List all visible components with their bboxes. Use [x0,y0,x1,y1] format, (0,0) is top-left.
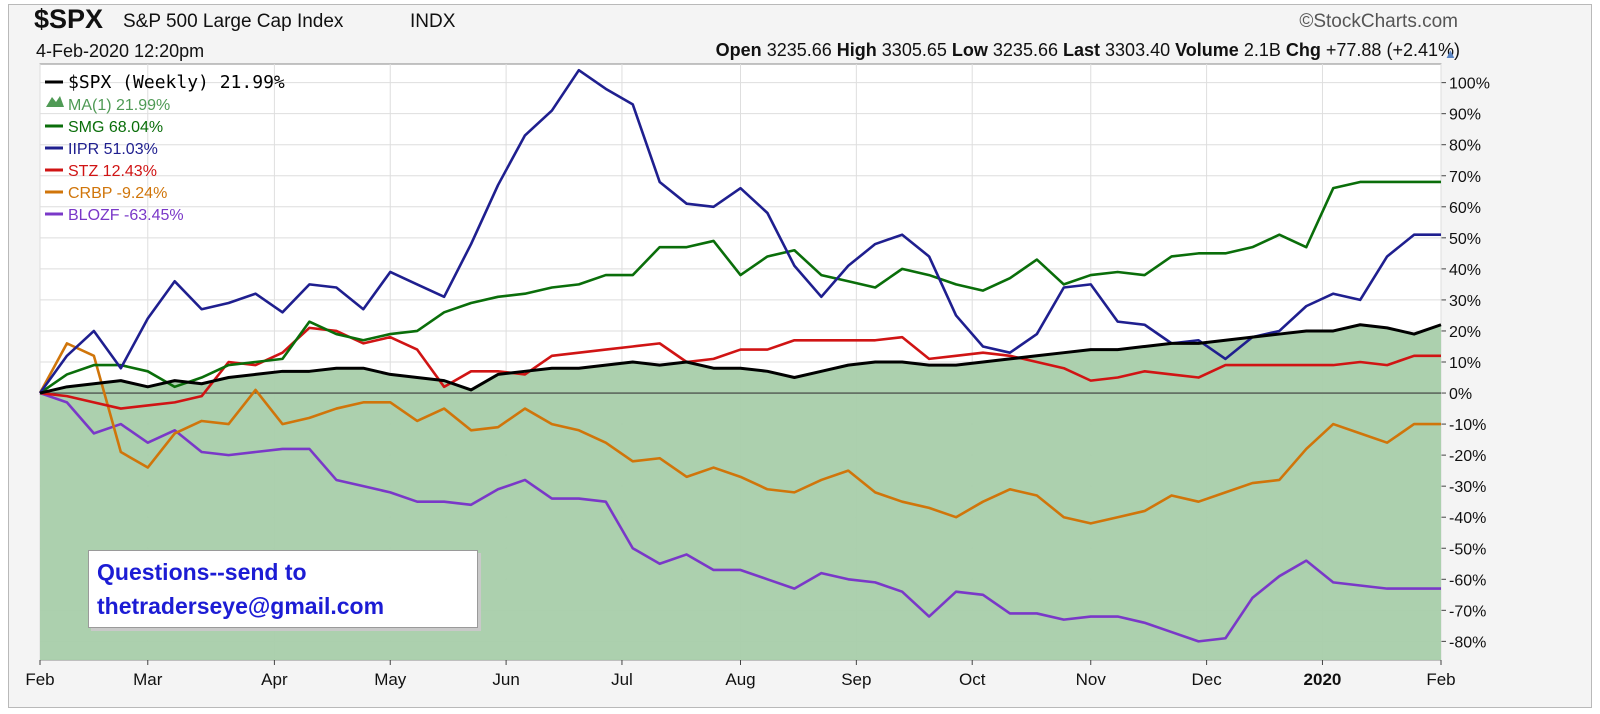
y-tick-label: 80% [1449,138,1481,155]
volume-label: Volume [1175,40,1239,60]
x-tick-label: 2020 [1304,670,1342,689]
y-tick-label: 90% [1449,107,1481,124]
legend-entry: CRBP -9.24% [68,185,167,202]
x-tick-label: Feb [1426,670,1455,689]
y-tick-label: 10% [1449,355,1481,372]
note-email: thetraderseye@gmail.com [97,593,385,619]
x-tick-label: Jul [611,670,633,689]
y-tick-label: 40% [1449,262,1481,279]
y-tick-label: -30% [1449,479,1486,496]
x-tick-label: Nov [1076,670,1107,689]
y-tick-label: 100% [1449,76,1490,93]
legend-entry: BLOZF -63.45% [68,207,184,224]
legend-entry: $SPX (Weekly) 21.99% [68,72,285,93]
series-line-crbp [38,342,1441,525]
x-tick-label: Feb [25,670,54,689]
note-line-1: Questions--send to [97,559,307,585]
exchange-label: INDX [410,11,456,32]
y-tick-label: -70% [1449,603,1486,620]
y-tick-label: 0% [1449,386,1472,403]
y-tick-label: -80% [1449,634,1486,651]
contact-note: Questions--send to thetraderseye@gmail.c… [88,550,478,628]
legend-entry: IIPR 51.03% [68,141,158,158]
legend-entry: SMG 68.04% [68,119,163,136]
x-tick-label: Jun [492,670,519,689]
high-label: High [836,40,877,60]
x-tick-label: Dec [1191,670,1222,689]
y-tick-label: 20% [1449,324,1481,341]
series-line-blozf [39,391,1441,643]
x-tick-label: Mar [133,670,163,689]
change-label: Chg [1285,40,1321,60]
x-tick-label: May [374,670,407,689]
series-line-spx-weekly [39,323,1442,395]
last-label: Last [1063,40,1101,60]
last-value: 3303.40 [1105,40,1171,60]
up-arrow-icon: ▲ [1444,46,1457,61]
x-tick-label: Oct [959,670,986,689]
y-tick-label: 60% [1449,200,1481,217]
y-tick-label: 70% [1449,169,1481,186]
low-value: 3235.66 [992,40,1058,60]
y-tick-label: 50% [1449,231,1481,248]
y-tick-label: -20% [1449,448,1486,465]
quote-date: 4-Feb-2020 12:20pm [36,41,205,61]
index-name: S&P 500 Large Cap Index [123,11,344,32]
quote-bar: Open 3235.66 High 3305.65 Low 3235.66 La… [716,40,1460,61]
y-tick-label: -10% [1449,417,1486,434]
low-label: Low [951,40,988,60]
y-tick-label: -60% [1449,572,1486,589]
ticker-symbol: $SPX [34,4,104,34]
y-tick-label: -40% [1449,510,1486,527]
x-tick-label: Sep [841,670,871,689]
legend-entry: MA(1) 21.99% [68,97,170,114]
change-value: +77.88 (+2.41%) [1325,40,1460,60]
open-label: Open [715,40,762,60]
legend-entry: STZ 12.43% [68,163,157,180]
high-value: 3305.65 [881,40,947,60]
x-tick-label: Aug [725,670,755,689]
y-tick-label: 30% [1449,293,1481,310]
x-tick-label: Apr [261,670,288,689]
series-line-iipr [38,68,1441,394]
y-tick-label: -50% [1449,541,1486,558]
series-line-stz [39,326,1441,410]
volume-value: 2.1B [1243,40,1281,60]
legend-swatch-area-icon [46,96,64,107]
brand-watermark: ©StockCharts.com [1299,11,1458,32]
series-line-smg [39,180,1441,395]
open-value: 3235.66 [766,40,832,60]
